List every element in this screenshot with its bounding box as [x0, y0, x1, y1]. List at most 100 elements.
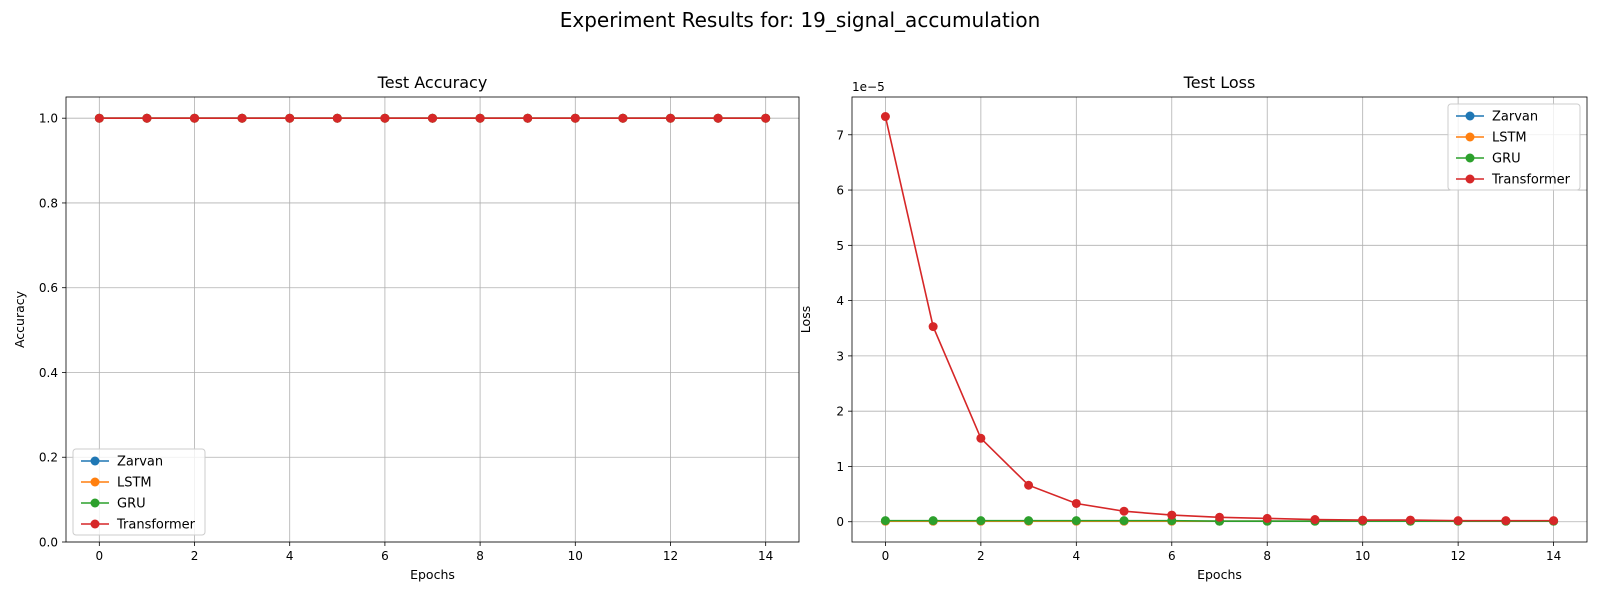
y-tick-label: 0.0 — [39, 536, 58, 550]
data-point-transformer — [94, 113, 104, 123]
plot-frame — [65, 96, 800, 543]
legend-label: LSTM — [117, 476, 152, 491]
x-tick-label: 10 — [568, 549, 583, 563]
legend-label: Transformer — [116, 518, 196, 533]
data-point-gru — [1024, 516, 1034, 526]
data-point-transformer — [1310, 515, 1320, 525]
x-axis-label: Epochs — [410, 567, 455, 582]
legend-swatch-marker — [1465, 174, 1475, 184]
data-point-transformer — [1405, 515, 1415, 525]
data-point-transformer — [142, 113, 152, 123]
legend-swatch-marker — [1465, 111, 1475, 121]
legend-swatch-marker — [90, 519, 100, 529]
data-point-transformer — [976, 433, 986, 443]
x-tick-label: 2 — [977, 549, 985, 563]
data-point-gru — [928, 516, 938, 526]
x-tick-label: 6 — [1168, 549, 1176, 563]
x-tick-label: 14 — [758, 549, 773, 563]
legend: Zarvan LSTM GRU Transformer — [72, 448, 206, 536]
data-point-transformer — [1071, 498, 1081, 508]
legend-swatch-marker — [1465, 153, 1475, 163]
data-point-transformer — [618, 113, 628, 123]
legend-swatch-marker — [1465, 132, 1475, 142]
y-axis-label: Loss — [798, 306, 813, 333]
y-tick-label: 0.6 — [39, 281, 58, 295]
data-point-transformer — [475, 113, 485, 123]
data-point-gru — [880, 516, 890, 526]
x-tick-label: 4 — [1072, 549, 1080, 563]
legend-swatch-marker — [90, 498, 100, 508]
y-tick-label: 2 — [836, 405, 844, 419]
legend-label: Zarvan — [117, 455, 163, 470]
subplot-1: 0 2 4 6 8 10 12 14 0.0 0.2 0.4 0.6 0.8 1.0 Test Accura… — [12, 73, 800, 582]
legend-box — [72, 448, 206, 536]
data-point-transformer — [1119, 506, 1129, 516]
legend-label: GRU — [117, 497, 146, 512]
legend-label: Transformer — [1491, 173, 1571, 188]
x-tick-label: 0 — [882, 549, 890, 563]
y-tick-label: 1 — [836, 460, 844, 474]
data-point-transformer — [880, 112, 890, 122]
x-tick-label: 0 — [95, 549, 103, 563]
y-tick-label: 1.0 — [39, 112, 58, 126]
y-tick-label: 7 — [836, 128, 844, 142]
data-point-transformer — [1262, 513, 1272, 523]
data-point-transformer — [1358, 515, 1368, 525]
legend-label: Zarvan — [1492, 110, 1538, 125]
data-point-transformer — [332, 113, 342, 123]
legend-label: LSTM — [1492, 131, 1527, 146]
x-tick-label: 8 — [476, 549, 484, 563]
data-point-gru — [1119, 516, 1129, 526]
data-point-gru — [976, 516, 986, 526]
legend-swatch-marker — [90, 456, 100, 466]
figure-suptitle: Experiment Results for: 19_signal_accumu… — [560, 8, 1041, 32]
y-tick-label: 6 — [836, 184, 844, 198]
x-tick-label: 12 — [663, 549, 678, 563]
legend-box — [1447, 103, 1581, 191]
y-offset-label: 1e−5 — [852, 80, 885, 94]
y-tick-label: 0.8 — [39, 196, 58, 210]
data-point-gru — [1071, 516, 1081, 526]
data-point-transformer — [1549, 516, 1559, 526]
x-tick-label: 6 — [381, 549, 389, 563]
x-tick-label: 12 — [1450, 549, 1465, 563]
y-tick-label: 0.4 — [39, 366, 58, 380]
y-tick-label: 4 — [836, 294, 844, 308]
data-point-transformer — [428, 113, 437, 123]
data-point-transformer — [1501, 516, 1511, 526]
data-point-transformer — [570, 113, 580, 123]
data-point-transformer — [665, 113, 675, 123]
y-tick-label: 0 — [836, 515, 844, 529]
subplot-title: Test Accuracy — [377, 73, 488, 92]
data-point-transformer — [190, 113, 200, 123]
x-tick-label: 8 — [1263, 549, 1271, 563]
y-tick-label: 5 — [836, 239, 844, 253]
data-point-transformer — [1167, 510, 1177, 520]
data-point-transformer — [761, 113, 771, 123]
x-tick-label: 14 — [1546, 549, 1561, 563]
x-tick-label: 10 — [1355, 549, 1370, 563]
data-point-transformer — [713, 113, 723, 123]
data-point-transformer — [285, 113, 295, 123]
x-tick-label: 4 — [286, 549, 294, 563]
y-tick-label: 3 — [836, 349, 844, 363]
plot-frame — [851, 96, 1588, 543]
data-point-transformer — [1453, 516, 1463, 526]
legend-label: GRU — [1492, 152, 1521, 167]
data-point-transformer — [928, 322, 938, 332]
data-point-transformer — [523, 113, 533, 123]
x-axis-label: Epochs — [1197, 567, 1242, 582]
legend: Zarvan LSTM GRU Transformer — [1447, 103, 1581, 191]
data-point-transformer — [1024, 480, 1034, 490]
subplot-title: Test Loss — [1183, 73, 1256, 92]
data-point-transformer — [1215, 512, 1224, 522]
x-tick-label: 2 — [191, 549, 199, 563]
data-point-transformer — [380, 113, 390, 123]
y-tick-label: 0.2 — [39, 451, 58, 465]
legend-swatch-marker — [90, 477, 100, 487]
y-axis-label: Accuracy — [12, 290, 27, 348]
data-point-transformer — [237, 113, 247, 123]
